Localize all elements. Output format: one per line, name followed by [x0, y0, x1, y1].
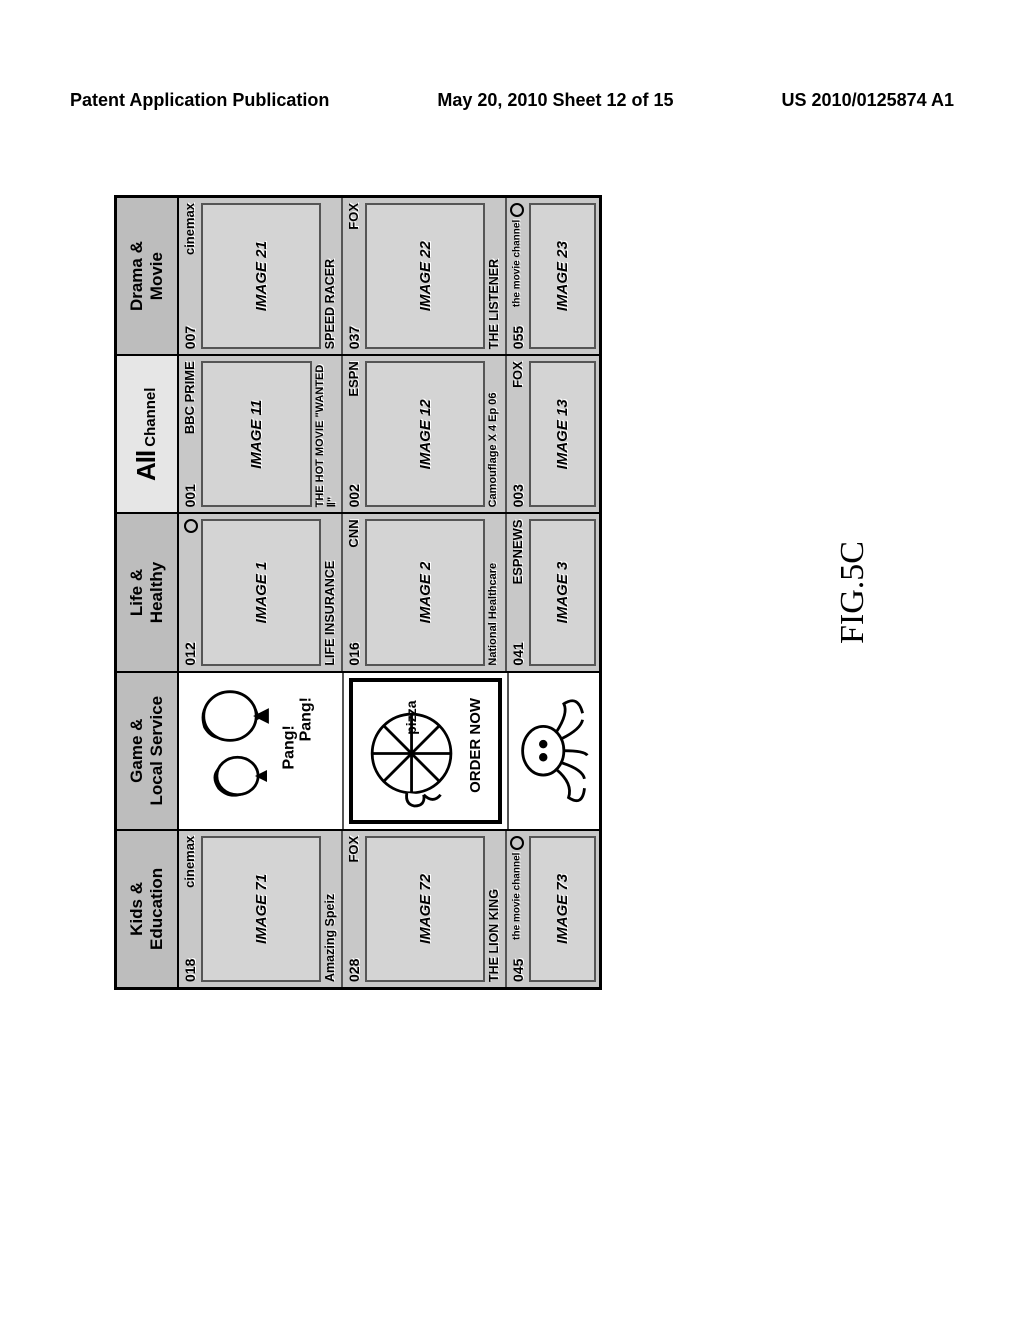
- ch-num: 012: [182, 642, 198, 665]
- program-cell[interactable]: 012 IMAGE 1 LIFE INSURANCE: [179, 514, 343, 670]
- ch-num: 002: [346, 484, 362, 507]
- hdr-right: US 2010/0125874 A1: [782, 90, 954, 111]
- program-cell[interactable]: 055 the movie channel IMAGE 23: [507, 198, 599, 354]
- ch-net: FOX: [346, 836, 362, 863]
- program-cell[interactable]: 041 ESPNEWS IMAGE 3: [507, 514, 599, 670]
- svg-text:Pang!: Pang!: [297, 697, 314, 741]
- program-cell[interactable]: 007 cinemax IMAGE 21 SPEED RACER: [179, 198, 343, 354]
- thumb: IMAGE 12: [365, 361, 485, 507]
- ch-num: 041: [510, 642, 526, 665]
- thumb: IMAGE 72: [365, 836, 485, 982]
- hdr-left: Patent Application Publication: [70, 90, 329, 111]
- ch-net: CNN: [346, 519, 362, 547]
- ch-num: 045: [510, 959, 526, 982]
- col-life: 012 IMAGE 1 LIFE INSURANCE 016 CNN IMAGE …: [179, 512, 599, 670]
- ch-net: cinemax: [182, 836, 198, 888]
- octopus-icon: [517, 680, 592, 821]
- tab-drama[interactable]: Drama &Movie: [117, 198, 179, 354]
- svg-text:Pang!: Pang!: [280, 725, 297, 769]
- game-cell-pizza[interactable]: pizza ORDER NOW: [344, 673, 509, 829]
- prog-title: THE LION KING: [488, 836, 502, 982]
- col-game: Pang! Pang!: [179, 671, 599, 829]
- balloons-icon: Pang! Pang!: [200, 680, 322, 821]
- svg-text:pizza: pizza: [403, 700, 419, 735]
- col-all: 001 BBC PRIME IMAGE 11 THE HOT MOVIE "WAN…: [179, 354, 599, 512]
- tab-life[interactable]: Life &Healthy: [117, 512, 179, 670]
- guide-body: 018 cinemax IMAGE 71 Amazing Speiz 028 FOX…: [179, 198, 599, 987]
- program-cell[interactable]: 002 ESPN IMAGE 12 Camouflage X 4 Ep 06: [343, 356, 507, 512]
- program-cell[interactable]: 016 CNN IMAGE 2 National Healthcare: [343, 514, 507, 670]
- thumb: IMAGE 73: [529, 836, 596, 982]
- game-cell-octopus[interactable]: [509, 673, 599, 829]
- ch-num: 007: [182, 326, 198, 349]
- thumb: IMAGE 22: [365, 203, 485, 349]
- ch-num: 055: [510, 326, 526, 349]
- ch-num: 003: [510, 484, 526, 507]
- ch-net: [182, 519, 198, 533]
- thumb: IMAGE 13: [529, 361, 596, 507]
- svg-text:ORDER NOW: ORDER NOW: [467, 697, 484, 793]
- program-cell[interactable]: 037 FOX IMAGE 22 THE LISTENER: [343, 198, 507, 354]
- badge-icon: [510, 203, 524, 217]
- ch-net: FOX: [346, 203, 362, 230]
- thumb: IMAGE 23: [529, 203, 596, 349]
- ch-net: the movie channel: [510, 836, 526, 940]
- tab-all[interactable]: AllChannel: [117, 354, 179, 512]
- figure-label: FIG.5C: [834, 195, 872, 990]
- prog-title: Camouflage X 4 Ep 06: [488, 361, 502, 507]
- ch-num: 028: [346, 959, 362, 982]
- figure-container: Kids &Education Game &Local Service Life…: [114, 195, 909, 990]
- category-tabs: Kids &Education Game &Local Service Life…: [117, 198, 179, 987]
- col-drama: 007 cinemax IMAGE 21 SPEED RACER 037 FOX I…: [179, 198, 599, 354]
- ch-net: BBC PRIME: [182, 361, 198, 434]
- prog-title: THE HOT MOVIE "WANTED Ⅱ": [315, 361, 338, 507]
- patent-header: Patent Application Publication May 20, 2…: [0, 90, 1024, 111]
- prog-title: Amazing Speiz: [324, 836, 338, 982]
- prog-title: SPEED RACER: [324, 203, 338, 349]
- program-cell[interactable]: 045 the movie channel IMAGE 73: [507, 831, 599, 987]
- ch-num: 001: [182, 484, 198, 507]
- tab-game[interactable]: Game &Local Service: [117, 671, 179, 829]
- tab-kids[interactable]: Kids &Education: [117, 829, 179, 987]
- ch-num: 037: [346, 326, 362, 349]
- ch-net: ESPNEWS: [510, 519, 526, 584]
- prog-title: THE LISTENER: [488, 203, 502, 349]
- thumb: IMAGE 1: [201, 519, 321, 665]
- program-cell[interactable]: 001 BBC PRIME IMAGE 11 THE HOT MOVIE "WAN…: [179, 356, 343, 512]
- badge-icon: [184, 519, 198, 533]
- ch-net: the movie channel: [510, 203, 526, 307]
- thumb: IMAGE 71: [201, 836, 321, 982]
- ch-num: 016: [346, 642, 362, 665]
- thumb: IMAGE 21: [201, 203, 321, 349]
- pizza-icon: pizza ORDER NOW: [360, 680, 491, 821]
- prog-title: National Healthcare: [488, 519, 502, 665]
- ch-net: cinemax: [182, 203, 198, 255]
- hdr-mid: May 20, 2010 Sheet 12 of 15: [437, 90, 673, 111]
- program-cell[interactable]: 028 FOX IMAGE 72 THE LION KING: [343, 831, 507, 987]
- col-kids: 018 cinemax IMAGE 71 Amazing Speiz 028 FOX…: [179, 829, 599, 987]
- thumb: IMAGE 11: [201, 361, 312, 507]
- prog-title: LIFE INSURANCE: [324, 519, 338, 665]
- ch-net: ESPN: [346, 361, 362, 396]
- thumb: IMAGE 3: [529, 519, 596, 665]
- game-cell-pang[interactable]: Pang! Pang!: [179, 673, 344, 829]
- program-cell[interactable]: 003 FOX IMAGE 13: [507, 356, 599, 512]
- channel-guide: Kids &Education Game &Local Service Life…: [114, 195, 602, 990]
- ch-net: FOX: [510, 361, 526, 388]
- thumb: IMAGE 2: [365, 519, 485, 665]
- ch-num: 018: [182, 959, 198, 982]
- badge-icon: [510, 836, 524, 850]
- program-cell[interactable]: 018 cinemax IMAGE 71 Amazing Speiz: [179, 831, 343, 987]
